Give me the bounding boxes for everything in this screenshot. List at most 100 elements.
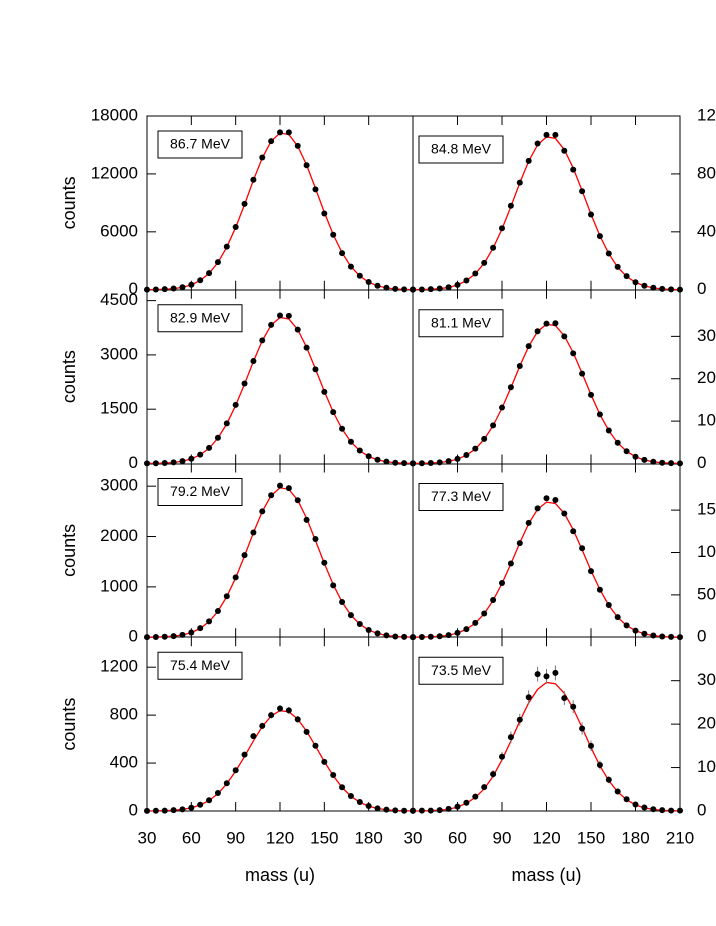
data-point xyxy=(499,225,505,232)
data-point xyxy=(677,634,683,641)
y-axis-label: counts xyxy=(59,698,79,751)
data-point xyxy=(623,796,630,803)
y-tick-label: 0 xyxy=(129,627,138,646)
data-point xyxy=(534,505,541,512)
y-tick-label: 2000 xyxy=(697,368,716,387)
data-point xyxy=(588,742,594,749)
data-point xyxy=(232,401,239,408)
data-point xyxy=(499,753,505,760)
fit-line xyxy=(146,316,414,465)
data-point xyxy=(321,388,328,395)
data-point xyxy=(534,140,541,147)
data-point xyxy=(259,722,266,729)
data-point xyxy=(374,456,381,463)
data-point xyxy=(525,519,532,526)
data-point xyxy=(197,625,204,632)
y-tick-label: 0 xyxy=(129,279,138,298)
y-tick-label: 1500 xyxy=(100,399,138,418)
data-point xyxy=(232,574,239,581)
data-point xyxy=(418,633,425,640)
data-point xyxy=(677,460,683,467)
data-point xyxy=(347,263,354,270)
data-point xyxy=(668,286,675,293)
data-point xyxy=(232,224,239,231)
label-box xyxy=(157,130,243,159)
data-point xyxy=(330,231,337,238)
label-box xyxy=(418,656,504,685)
data-point xyxy=(445,805,452,812)
x-tick-label: 60 xyxy=(182,828,201,847)
data-point xyxy=(241,200,248,207)
fit-line xyxy=(412,323,681,465)
data-point xyxy=(632,453,639,460)
data-point xyxy=(534,328,541,335)
y-tick-label: 200 xyxy=(697,714,716,733)
data-point xyxy=(490,422,497,429)
data-point xyxy=(206,270,213,277)
x-tick-label: 30 xyxy=(138,828,157,847)
data-point xyxy=(250,529,257,536)
x-tick-label: 120 xyxy=(532,828,560,847)
data-point xyxy=(285,707,292,714)
label-box xyxy=(157,304,243,333)
data-point xyxy=(579,188,586,195)
data-point xyxy=(365,626,372,633)
data-point xyxy=(436,459,443,466)
data-point xyxy=(303,344,310,351)
data-point xyxy=(632,627,639,634)
label-box xyxy=(418,309,504,338)
data-point xyxy=(303,516,310,523)
x-tick-label: 210 xyxy=(666,828,694,847)
data-point xyxy=(490,771,497,778)
x-tick-label: 60 xyxy=(448,828,467,847)
data-point xyxy=(641,630,648,637)
data-point xyxy=(596,233,603,240)
data-point xyxy=(223,420,230,427)
x-tick-label: 180 xyxy=(621,828,649,847)
data-point xyxy=(552,669,559,676)
data-point xyxy=(516,716,523,723)
data-point xyxy=(214,434,221,441)
data-point xyxy=(401,460,408,467)
data-point xyxy=(152,807,159,814)
data-point xyxy=(588,211,594,218)
data-point xyxy=(605,776,612,783)
data-point xyxy=(303,162,310,169)
data-point xyxy=(668,460,675,467)
data-point xyxy=(481,435,488,442)
data-point xyxy=(223,780,230,787)
data-point xyxy=(179,631,186,638)
data-point xyxy=(570,166,577,173)
data-point xyxy=(614,263,621,270)
data-point xyxy=(463,626,470,633)
data-point xyxy=(516,179,523,186)
data-point xyxy=(170,285,177,292)
data-point xyxy=(472,445,479,452)
data-point xyxy=(410,286,416,293)
data-point xyxy=(596,586,603,593)
data-point xyxy=(268,712,275,719)
data-point xyxy=(268,138,275,145)
y-axis-label: counts xyxy=(59,350,79,403)
data-point xyxy=(454,803,461,810)
data-point xyxy=(516,540,523,547)
y-axis-label: counts xyxy=(59,524,79,577)
data-point xyxy=(188,804,195,811)
label-box xyxy=(157,478,243,506)
data-point xyxy=(579,725,586,732)
data-point xyxy=(418,460,425,467)
data-point xyxy=(161,807,168,814)
data-point xyxy=(614,614,621,621)
data-point xyxy=(499,580,505,587)
data-point xyxy=(161,459,168,466)
data-point xyxy=(144,634,150,641)
fit-line xyxy=(413,681,681,812)
data-point xyxy=(481,259,488,266)
data-point xyxy=(339,598,346,605)
data-point xyxy=(632,801,639,808)
data-point xyxy=(481,784,488,791)
data-point xyxy=(614,439,621,446)
data-point xyxy=(250,733,257,740)
data-point xyxy=(356,272,363,279)
data-point xyxy=(454,629,461,636)
